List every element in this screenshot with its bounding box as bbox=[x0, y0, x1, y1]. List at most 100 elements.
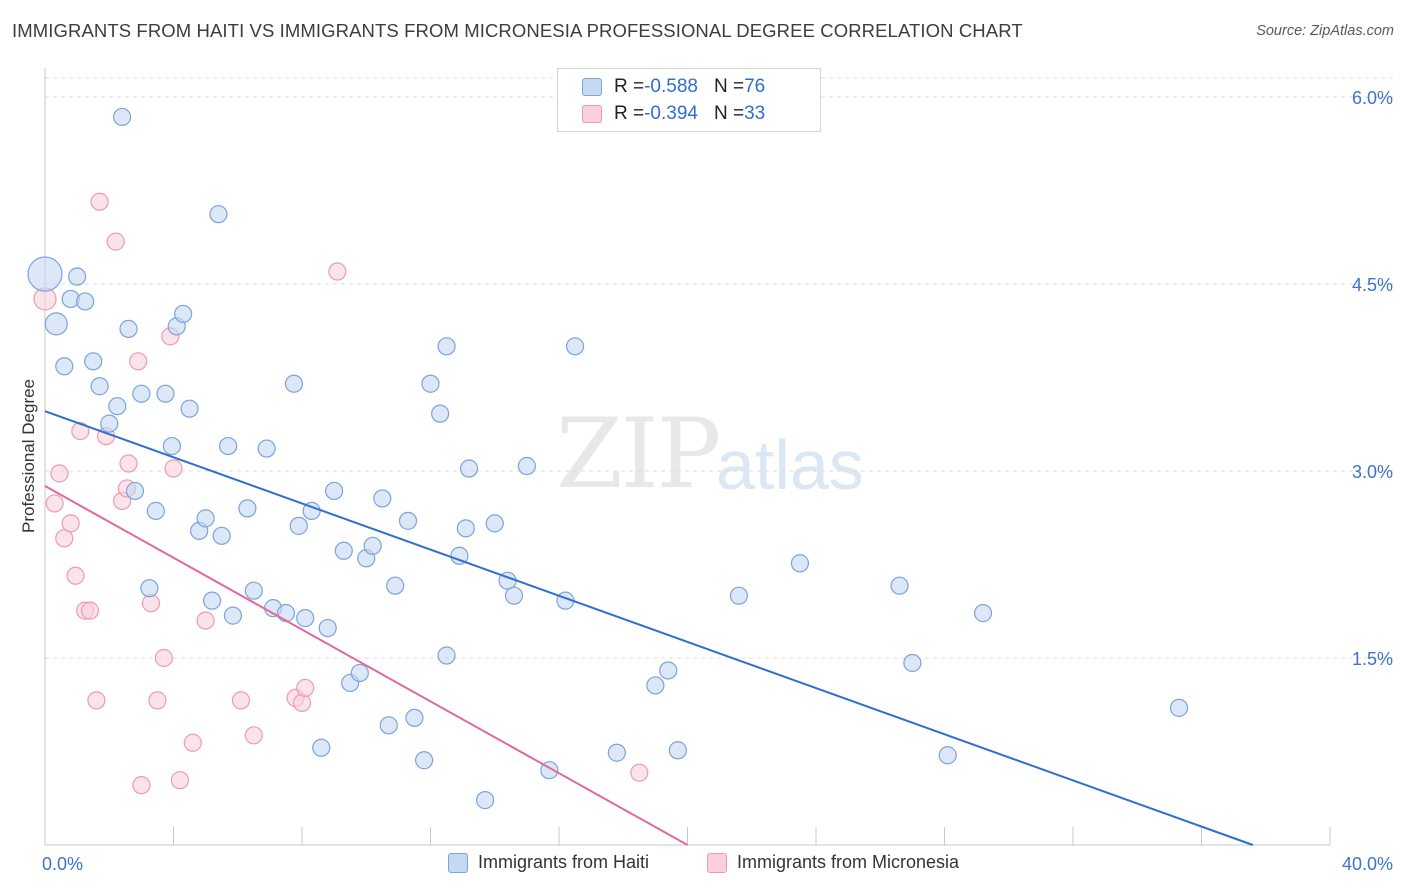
y-tick-label: 3.0% bbox=[1352, 462, 1393, 482]
haiti-point bbox=[350, 663, 369, 683]
haiti-point bbox=[405, 708, 424, 727]
micronesia-point bbox=[183, 733, 202, 752]
haiti-point bbox=[431, 404, 450, 423]
micronesia-point bbox=[71, 422, 90, 441]
y-axis-label: Professional Degree bbox=[19, 379, 38, 533]
micronesia-point bbox=[148, 691, 167, 710]
micronesia-point bbox=[45, 494, 64, 513]
haiti-point bbox=[456, 519, 475, 538]
haiti-point bbox=[90, 377, 109, 396]
micronesia-point bbox=[50, 464, 69, 483]
haiti-swatch bbox=[448, 852, 468, 873]
legend-row-micronesia: R = -0.394 N = 33 bbox=[582, 102, 765, 126]
y-tick-label: 6.0% bbox=[1352, 88, 1393, 108]
haiti-point bbox=[296, 609, 315, 628]
legend-r-label: R = bbox=[614, 103, 645, 124]
haiti-points bbox=[27, 107, 1189, 810]
micronesia-point bbox=[80, 601, 100, 620]
micronesia-point bbox=[61, 514, 80, 533]
micronesia-point bbox=[106, 232, 125, 251]
haiti-point bbox=[1169, 698, 1189, 717]
haiti-point bbox=[659, 661, 678, 680]
haiti-point bbox=[414, 751, 434, 770]
haiti-point bbox=[373, 489, 392, 508]
grid-lines bbox=[45, 77, 1393, 659]
haiti-point bbox=[437, 646, 456, 665]
haiti-point bbox=[212, 526, 231, 545]
haiti-point bbox=[729, 586, 749, 605]
legend-n-value: 33 bbox=[744, 103, 766, 124]
haiti-point bbox=[973, 604, 993, 623]
axes bbox=[44, 68, 1331, 846]
haiti-swatch bbox=[582, 78, 602, 96]
source-label: Source: ZipAtlas.com bbox=[1256, 23, 1394, 39]
micronesia-point bbox=[141, 594, 161, 613]
haiti-point bbox=[437, 337, 456, 356]
legend-n-label: N = bbox=[713, 76, 745, 97]
haiti-point bbox=[156, 384, 175, 403]
haiti-point bbox=[289, 516, 308, 535]
bottom-legend-haiti: Immigrants from Haiti bbox=[448, 852, 649, 873]
micronesia-point bbox=[630, 763, 649, 782]
haiti-point bbox=[119, 319, 138, 338]
haiti-point bbox=[890, 576, 909, 595]
chart-title: IMMIGRANTS FROM HAITI VS IMMIGRANTS FROM… bbox=[12, 20, 1023, 41]
haiti-point bbox=[334, 541, 353, 560]
legend-r-label: R = bbox=[614, 76, 645, 97]
legend-row-haiti: R = -0.588 N = 76 bbox=[582, 75, 765, 99]
haiti-point bbox=[363, 536, 382, 555]
haiti-point bbox=[174, 304, 193, 324]
y-tick-label: 4.5% bbox=[1352, 275, 1393, 295]
bottom-legend-micronesia: Immigrants from Micronesia bbox=[707, 852, 959, 873]
haiti-point bbox=[790, 554, 810, 573]
haiti-point bbox=[162, 436, 181, 456]
tick-labels: 1.5% 3.0% 4.5% 6.0% 0.0% 40.0% Professional De… bbox=[19, 88, 1393, 874]
micronesia-point bbox=[244, 726, 263, 745]
micronesia-point bbox=[231, 691, 251, 710]
correlation-legend: R = -0.588 N = 76 R = -0.394 N = 33 bbox=[557, 68, 821, 132]
haiti-point bbox=[196, 509, 215, 528]
watermark-zip: ZIP bbox=[556, 398, 721, 510]
legend-r-value: -0.588 bbox=[644, 76, 698, 97]
bottom-legend-micronesia-label: Immigrants from Micronesia bbox=[737, 852, 960, 872]
y-tick-label: 1.5% bbox=[1352, 649, 1393, 669]
micronesia-point bbox=[164, 459, 183, 478]
x-tick-label: 40.0% bbox=[1342, 854, 1393, 874]
micronesia-point bbox=[154, 648, 173, 668]
haiti-point bbox=[386, 576, 405, 595]
haiti-point bbox=[132, 384, 151, 403]
haiti-point bbox=[202, 591, 222, 610]
micronesia-point bbox=[132, 776, 151, 795]
micronesia-point bbox=[196, 611, 215, 630]
legend-n-label: N = bbox=[713, 103, 745, 124]
legend-n-value: 76 bbox=[744, 76, 766, 97]
x-tick-label: 0.0% bbox=[42, 854, 83, 874]
haiti-point bbox=[903, 653, 922, 673]
micronesia-swatch bbox=[582, 105, 602, 123]
haiti-point bbox=[44, 312, 68, 336]
micronesia-point bbox=[66, 566, 85, 585]
haiti-point bbox=[312, 738, 331, 757]
haiti-point bbox=[146, 501, 165, 520]
haiti-point bbox=[398, 511, 418, 530]
haiti-point bbox=[607, 743, 626, 762]
haiti-point bbox=[180, 399, 199, 418]
haiti-trend-line bbox=[44, 410, 1254, 846]
haiti-point bbox=[668, 741, 687, 760]
micronesia-point bbox=[119, 454, 138, 473]
haiti-point bbox=[421, 374, 440, 393]
micronesia-point bbox=[296, 678, 315, 698]
haiti-point bbox=[219, 436, 238, 456]
micronesia-point bbox=[328, 262, 347, 281]
micronesia-point bbox=[129, 352, 148, 371]
haiti-point bbox=[112, 107, 132, 127]
haiti-point bbox=[100, 414, 119, 433]
haiti-point bbox=[244, 581, 263, 600]
haiti-point bbox=[257, 439, 276, 458]
micronesia-point bbox=[87, 691, 106, 710]
watermark-atlas: atlas bbox=[716, 426, 864, 504]
haiti-point bbox=[84, 352, 103, 371]
haiti-point bbox=[27, 256, 63, 292]
haiti-point bbox=[76, 292, 95, 311]
